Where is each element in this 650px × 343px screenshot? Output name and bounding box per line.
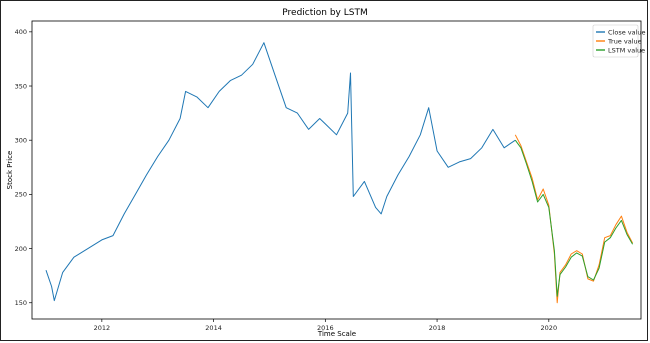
- series-lines: [45, 42, 634, 304]
- chart-title: Prediction by LSTM: [282, 8, 367, 18]
- x-tick-label: 2014: [205, 324, 222, 332]
- y-tick-label: 400: [15, 28, 27, 36]
- x-axis-ticks: 2012 2014 2016 2018 2020: [94, 319, 558, 332]
- x-tick-label: 2012: [94, 324, 111, 332]
- y-tick-label: 250: [15, 191, 27, 199]
- series-line-1: [514, 134, 634, 304]
- y-tick-label: 300: [15, 137, 27, 145]
- x-tick-label: 2016: [317, 324, 334, 332]
- series-line-0: [45, 42, 516, 302]
- legend-box: [592, 24, 639, 58]
- y-tick-label: 150: [15, 299, 27, 307]
- y-tick-label: 200: [15, 245, 27, 253]
- legend-label: True value: [607, 37, 642, 45]
- y-axis-ticks: 150 200 250 300 350 400: [15, 28, 32, 307]
- plot-area: [31, 20, 642, 320]
- y-axis-label: Stock Price: [6, 151, 14, 190]
- x-tick-label: 2020: [541, 324, 558, 332]
- x-axis-label: Time Scale: [317, 330, 356, 338]
- legend-label: Close value: [608, 28, 646, 36]
- y-tick-label: 350: [15, 82, 27, 90]
- x-tick-label: 2018: [429, 324, 446, 332]
- series-line-2: [514, 139, 634, 297]
- legend-label: LSTM value: [608, 46, 645, 54]
